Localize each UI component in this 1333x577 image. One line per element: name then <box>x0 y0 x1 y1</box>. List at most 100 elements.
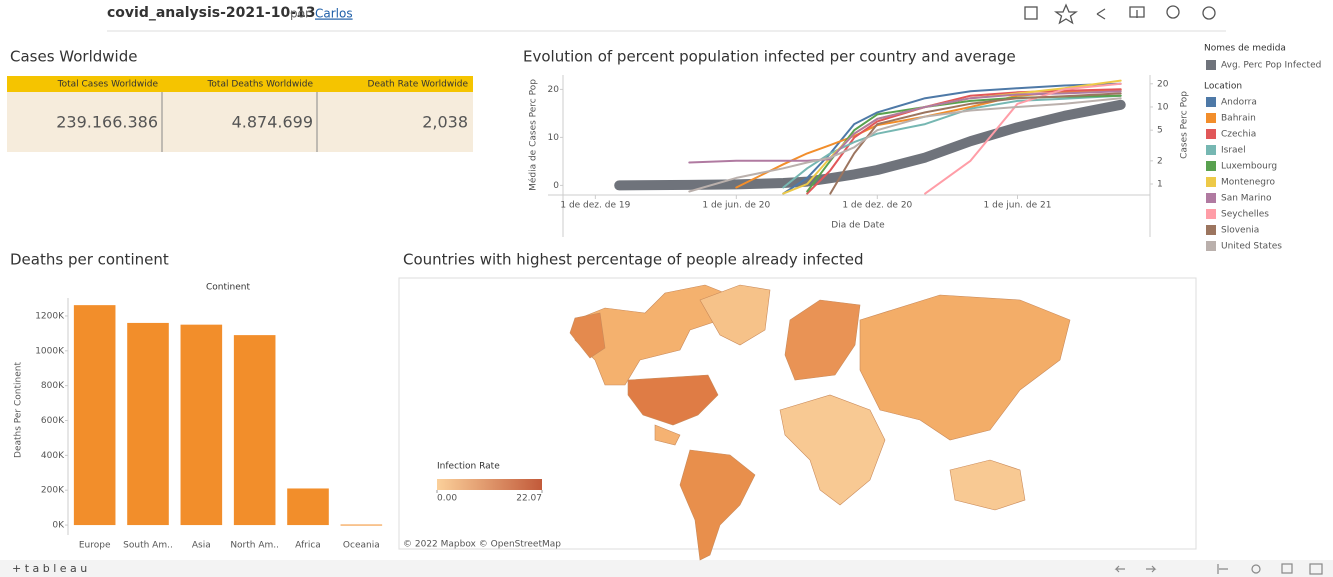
x-tick-label: 1 de dez. de 19 <box>560 201 630 211</box>
bar <box>287 488 329 526</box>
bar <box>340 524 383 526</box>
line-chart: Evolution of percent population infected… <box>523 44 1321 252</box>
undo-button[interactable] <box>1114 565 1125 573</box>
footer-controls <box>1114 563 1323 575</box>
share-button[interactable] <box>1251 564 1261 574</box>
y-tick-label: 1000K <box>35 346 65 356</box>
by-label: por <box>290 7 310 21</box>
y-tick-label: 1200K <box>35 311 65 321</box>
map-attribution: © 2022 Mapbox © OpenStreetMap <box>403 540 561 550</box>
legend-label[interactable]: Seychelles <box>1221 210 1269 220</box>
legend-label[interactable]: Andorra <box>1221 98 1257 108</box>
united-states <box>627 374 719 426</box>
kpi-column-header: Death Rate Worldwide <box>368 80 469 90</box>
legend-label[interactable]: United States <box>1221 242 1282 252</box>
map-land <box>569 284 1071 561</box>
download-button[interactable] <box>1281 563 1293 574</box>
series-line <box>924 82 1122 195</box>
y2-axis-label: Cases Perc Pop <box>1180 91 1190 159</box>
asia <box>859 294 1071 441</box>
legend-swatch[interactable] <box>1206 129 1216 139</box>
legend-label[interactable]: Luxembourg <box>1221 162 1277 172</box>
map-chart: Countries with highest percentage of peo… <box>403 251 864 550</box>
series-line <box>829 92 1122 195</box>
y-tick-label: 400K <box>41 451 65 461</box>
x-tick-label: South Am.. <box>123 541 173 551</box>
y-axis-label: Média de Cases Perc Pop <box>528 79 539 191</box>
legend-title: Location <box>1204 82 1242 92</box>
y2-tick-label: 10 <box>1157 102 1169 112</box>
legend-label[interactable]: San Marino <box>1221 194 1272 204</box>
plot-area <box>614 79 1126 195</box>
chart-title: Deaths per continent <box>10 251 169 269</box>
edit-icon[interactable] <box>1024 6 1038 20</box>
bar <box>233 335 276 526</box>
x-tick-label: 1 de jun. de 21 <box>984 201 1052 211</box>
legend-tick-label: 22.07 <box>516 494 542 504</box>
y-tick-label: 10 <box>548 133 560 143</box>
y2-tick-label: 20 <box>1157 79 1169 89</box>
legend-title: Nomes de medida <box>1204 44 1286 54</box>
legend-label[interactable]: Israel <box>1221 146 1246 156</box>
kpi-value: 2,038 <box>422 113 468 132</box>
x-tick-label: Oceania <box>343 541 380 551</box>
kpi-table: Total Cases Worldwide 239.166.386 Total De… <box>56 80 468 132</box>
y-axis-label: Deaths Per Continent <box>14 362 24 458</box>
x-tick-label: Europe <box>79 541 111 551</box>
legend-swatch[interactable] <box>1206 193 1216 203</box>
legend-swatch[interactable] <box>1206 161 1216 171</box>
bar <box>73 305 116 526</box>
y-tick-label: 800K <box>41 381 65 391</box>
central-america <box>654 424 681 446</box>
legend-label[interactable]: Slovenia <box>1221 226 1259 236</box>
kpi-value: 4.874.699 <box>232 113 313 132</box>
legend-swatch[interactable] <box>1206 97 1216 107</box>
x-tick-label: 1 de dez. de 20 <box>842 201 912 211</box>
settings-icon[interactable] <box>1202 6 1216 20</box>
series-line <box>688 90 1122 164</box>
download-icon[interactable] <box>1129 6 1145 18</box>
kpi-column-header: Total Cases Worldwide <box>57 80 159 90</box>
y-tick-label: 0K <box>52 521 65 531</box>
greenland <box>699 284 771 346</box>
bar-chart: Deaths per continent Continent Deaths Per … <box>10 251 383 551</box>
legend-label[interactable]: Bahrain <box>1221 114 1256 124</box>
kpi-column-header: Total Deaths Worldwide <box>206 80 313 90</box>
legend-label[interactable]: Montenegro <box>1221 178 1275 188</box>
legend-swatch[interactable] <box>1206 113 1216 123</box>
kpi-title: Cases Worldwide <box>10 48 137 66</box>
north-america <box>574 284 731 386</box>
legend-swatch[interactable] <box>1206 60 1216 70</box>
legend-swatch[interactable] <box>1206 241 1216 251</box>
color-scale <box>437 479 542 490</box>
africa <box>779 394 886 506</box>
toolbar <box>1024 3 1216 25</box>
y-tick-label: 0 <box>553 181 559 191</box>
x-tick-label: Africa <box>295 541 321 551</box>
tableau-logo[interactable]: + t a b l e a u <box>12 562 87 575</box>
legend-swatch[interactable] <box>1206 225 1216 235</box>
fullscreen-button[interactable] <box>1309 563 1323 575</box>
badge-icon[interactable] <box>1166 5 1180 19</box>
workbook-title: covid_analysis-2021-10-13 <box>107 5 315 21</box>
kpi-header-band <box>7 76 473 92</box>
author-link[interactable]: Carlos <box>315 7 353 21</box>
chart-title: Countries with highest percentage of peo… <box>403 251 864 269</box>
share-icon[interactable] <box>1096 8 1106 20</box>
legend-label[interactable]: Czechia <box>1221 130 1256 140</box>
south-america <box>679 449 756 561</box>
legend-tick-label: 0.00 <box>437 494 457 504</box>
favorite-icon[interactable] <box>1054 3 1078 25</box>
legend-swatch[interactable] <box>1206 177 1216 187</box>
legend-label[interactable]: Avg. Perc Pop Infected <box>1221 61 1321 71</box>
kpi-body <box>7 92 473 152</box>
revert-button[interactable] <box>1217 564 1228 574</box>
series-line <box>614 99 1126 191</box>
series-line <box>688 97 1122 193</box>
redo-button[interactable] <box>1146 565 1157 573</box>
legend-swatch[interactable] <box>1206 209 1216 219</box>
legend-swatch[interactable] <box>1206 145 1216 155</box>
